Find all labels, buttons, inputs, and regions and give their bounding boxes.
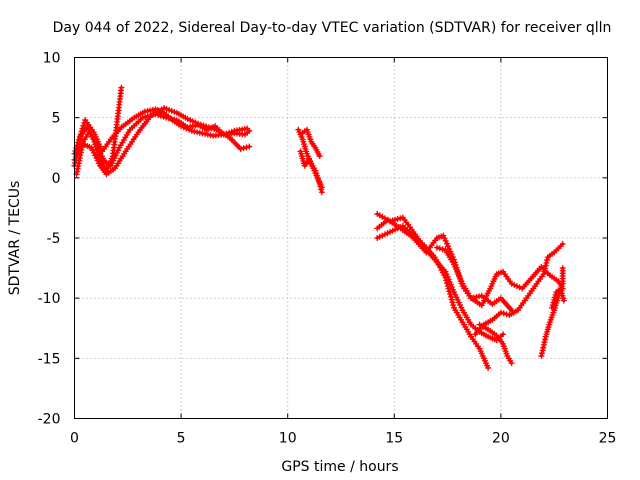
- markers-arc-3h: [549, 285, 567, 311]
- x-tick-label: 25: [599, 431, 617, 447]
- y-axis-label: SDTVAR / TECUs: [7, 181, 23, 296]
- y-tick-label: 0: [52, 171, 61, 187]
- y-tick-label: -5: [47, 231, 61, 247]
- y-tick-label: 10: [43, 51, 61, 67]
- data-layer: [71, 84, 567, 371]
- axes: 0 5 10 15 20 25 10 5 0 -5 -10 -15 -20: [38, 51, 617, 447]
- series-arc-3a: [375, 212, 505, 342]
- markers-arc-3c: [374, 222, 492, 371]
- series-arc-3b: [375, 218, 516, 315]
- x-tick-label: 20: [492, 431, 510, 447]
- x-tick-label: 15: [385, 431, 403, 447]
- markers-arc-2b: [297, 148, 325, 191]
- markers-arc-1d: [73, 111, 251, 178]
- y-tick-label: -10: [38, 291, 61, 307]
- markers-arc-2c: [297, 126, 323, 160]
- x-tick-label: 0: [70, 431, 79, 447]
- x-tick-label: 10: [279, 431, 297, 447]
- y-tick-label: 5: [52, 111, 61, 127]
- chart-title: Day 044 of 2022, Sidereal Day-to-day VTE…: [53, 20, 612, 36]
- markers-arc-3f: [472, 241, 566, 338]
- markers-arc-3d: [433, 244, 566, 309]
- x-tick-label: 5: [177, 431, 186, 447]
- y-tick-label: -20: [38, 412, 61, 428]
- plot-frame: [74, 57, 608, 419]
- x-axis-label: GPS time / hours: [281, 459, 398, 475]
- y-tick-label: -15: [38, 351, 61, 367]
